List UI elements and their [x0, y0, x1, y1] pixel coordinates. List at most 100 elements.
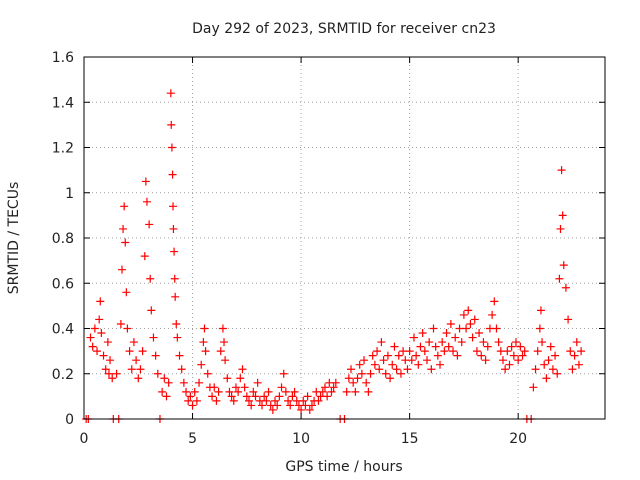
grid-lines: [84, 57, 605, 419]
data-point: [488, 310, 497, 319]
data-point: [166, 89, 175, 98]
data-point: [170, 274, 179, 283]
y-tick-label: 1.6: [52, 50, 74, 66]
data-point: [234, 387, 243, 396]
data-point: [286, 401, 295, 410]
data-point: [551, 351, 560, 360]
data-point: [453, 351, 462, 360]
data-point: [553, 369, 562, 378]
data-point: [168, 170, 177, 179]
data-point: [290, 387, 299, 396]
chart-title: Day 292 of 2023, SRMTID for receiver cn2…: [192, 21, 496, 37]
data-point: [377, 338, 386, 347]
data-point: [127, 365, 136, 374]
data-point: [318, 387, 327, 396]
data-point: [90, 324, 99, 333]
data-point: [129, 338, 138, 347]
x-tick-label: 0: [80, 431, 89, 447]
data-point: [342, 387, 351, 396]
data-point: [577, 347, 586, 356]
data-point: [141, 177, 150, 186]
data-point: [536, 306, 545, 315]
data-point: [179, 378, 188, 387]
data-point: [462, 324, 471, 333]
data-point: [442, 329, 451, 338]
data-point: [362, 378, 371, 387]
data-point: [392, 365, 401, 374]
data-point: [284, 396, 293, 405]
data-point: [327, 387, 336, 396]
axis-ticks: 0 5 10 15 20 0 0.2 0.4 0.6 0.8 1 1.2 1.4 1.6: [52, 50, 605, 447]
data-point: [505, 360, 514, 369]
data-point: [351, 387, 360, 396]
data-point: [446, 319, 455, 328]
data-point: [188, 401, 197, 410]
data-point: [212, 396, 221, 405]
data-point: [199, 338, 208, 347]
data-point: [466, 319, 475, 328]
data-point: [373, 347, 382, 356]
data-point: [347, 365, 356, 374]
data-point: [386, 374, 395, 383]
data-point: [492, 324, 501, 333]
data-point: [231, 383, 240, 392]
data-point: [514, 356, 523, 365]
y-tick-label: 0.4: [52, 322, 74, 338]
data-point: [119, 224, 128, 233]
data-point: [173, 333, 182, 342]
data-point: [481, 356, 490, 365]
data-point: [468, 333, 477, 342]
data-point: [146, 274, 155, 283]
data-point: [561, 283, 570, 292]
data-point: [195, 378, 204, 387]
data-point: [182, 387, 191, 396]
data-point: [557, 166, 566, 175]
data-point: [104, 369, 113, 378]
data-point: [375, 365, 384, 374]
data-point: [307, 401, 316, 410]
y-tick-label: 1.2: [52, 141, 74, 157]
data-point: [162, 392, 171, 401]
y-tick-label: 0.6: [52, 276, 74, 292]
data-point: [518, 351, 527, 360]
data-point: [570, 351, 579, 360]
data-point: [279, 369, 288, 378]
data-point: [238, 365, 247, 374]
data-point: [281, 387, 290, 396]
data-point: [288, 392, 297, 401]
data-point: [540, 360, 549, 369]
data-point: [112, 369, 121, 378]
data-point: [459, 310, 468, 319]
data-point: [516, 342, 525, 351]
data-point: [349, 378, 358, 387]
data-point: [171, 292, 180, 301]
data-point: [277, 383, 286, 392]
data-point: [353, 374, 362, 383]
data-point: [520, 347, 529, 356]
data-point: [197, 360, 206, 369]
data-point: [494, 338, 503, 347]
data-point: [556, 224, 565, 233]
data-point: [262, 396, 271, 405]
data-point: [223, 374, 232, 383]
data-point: [151, 351, 160, 360]
data-point: [271, 396, 280, 405]
x-tick-label: 10: [292, 431, 310, 447]
data-point: [323, 392, 332, 401]
data-point: [264, 387, 273, 396]
data-point: [134, 374, 143, 383]
data-point: [132, 356, 141, 365]
y-tick-label: 1: [65, 186, 74, 202]
data-point: [490, 297, 499, 306]
data-point: [153, 369, 162, 378]
data-point: [470, 315, 479, 324]
data-point: [416, 342, 425, 351]
data-point: [253, 378, 262, 387]
data-point: [106, 356, 115, 365]
data-point: [357, 369, 366, 378]
data-point: [227, 392, 236, 401]
y-tick-label: 0.8: [52, 231, 74, 247]
data-point: [169, 224, 178, 233]
y-tick-label: 1.4: [52, 95, 74, 111]
